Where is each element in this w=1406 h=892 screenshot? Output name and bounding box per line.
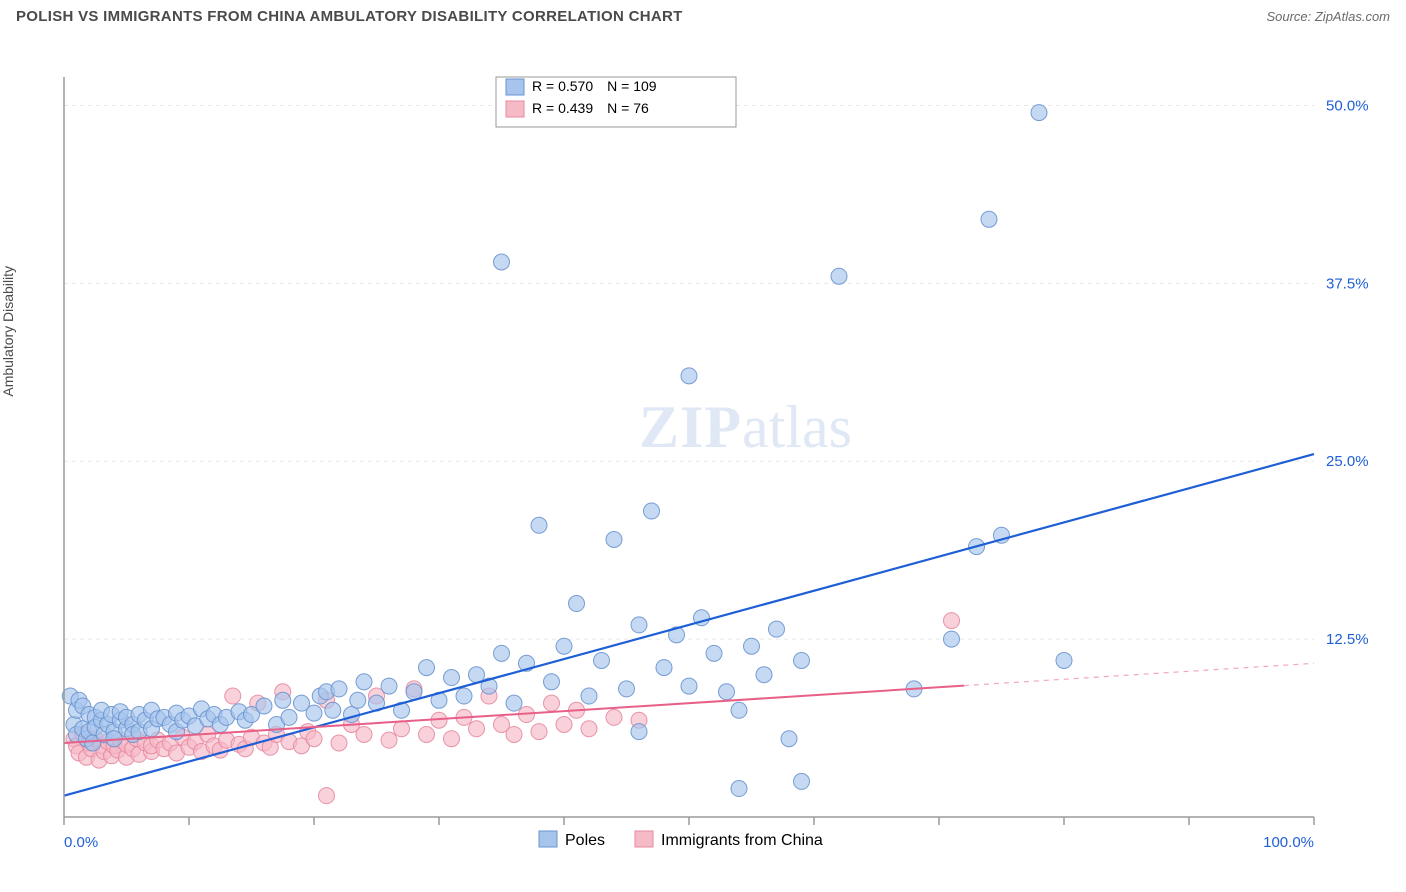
y-axis-label: Ambulatory Disability: [0, 266, 16, 397]
chart-area: Ambulatory Disability ZIPatlas0.0%100.0%…: [16, 29, 1390, 879]
svg-text:37.5%: 37.5%: [1326, 275, 1369, 292]
svg-text:Immigrants from China: Immigrants from China: [661, 832, 823, 849]
svg-text:25.0%: 25.0%: [1326, 453, 1369, 470]
svg-text:Poles: Poles: [565, 832, 605, 849]
svg-text:ZIPatlas: ZIPatlas: [639, 394, 852, 460]
source-label: Source: ZipAtlas.com: [1266, 9, 1390, 24]
scatter-chart: ZIPatlas 0.0% 100.0% 12.5% 25.0% 37.5% 50.0% R …: [16, 29, 1390, 879]
chart-title: POLISH VS IMMIGRANTS FROM CHINA AMBULATO…: [16, 8, 683, 25]
svg-text:12.5%: 12.5%: [1326, 631, 1369, 648]
svg-text:0.0%: 0.0%: [64, 834, 98, 851]
svg-text:R = 0.439N = 76: R = 0.439N = 76: [532, 100, 649, 116]
svg-text:50.0%: 50.0%: [1326, 97, 1369, 114]
svg-text:100.0%: 100.0%: [1263, 834, 1314, 851]
title-bar: POLISH VS IMMIGRANTS FROM CHINA AMBULATO…: [0, 0, 1406, 29]
